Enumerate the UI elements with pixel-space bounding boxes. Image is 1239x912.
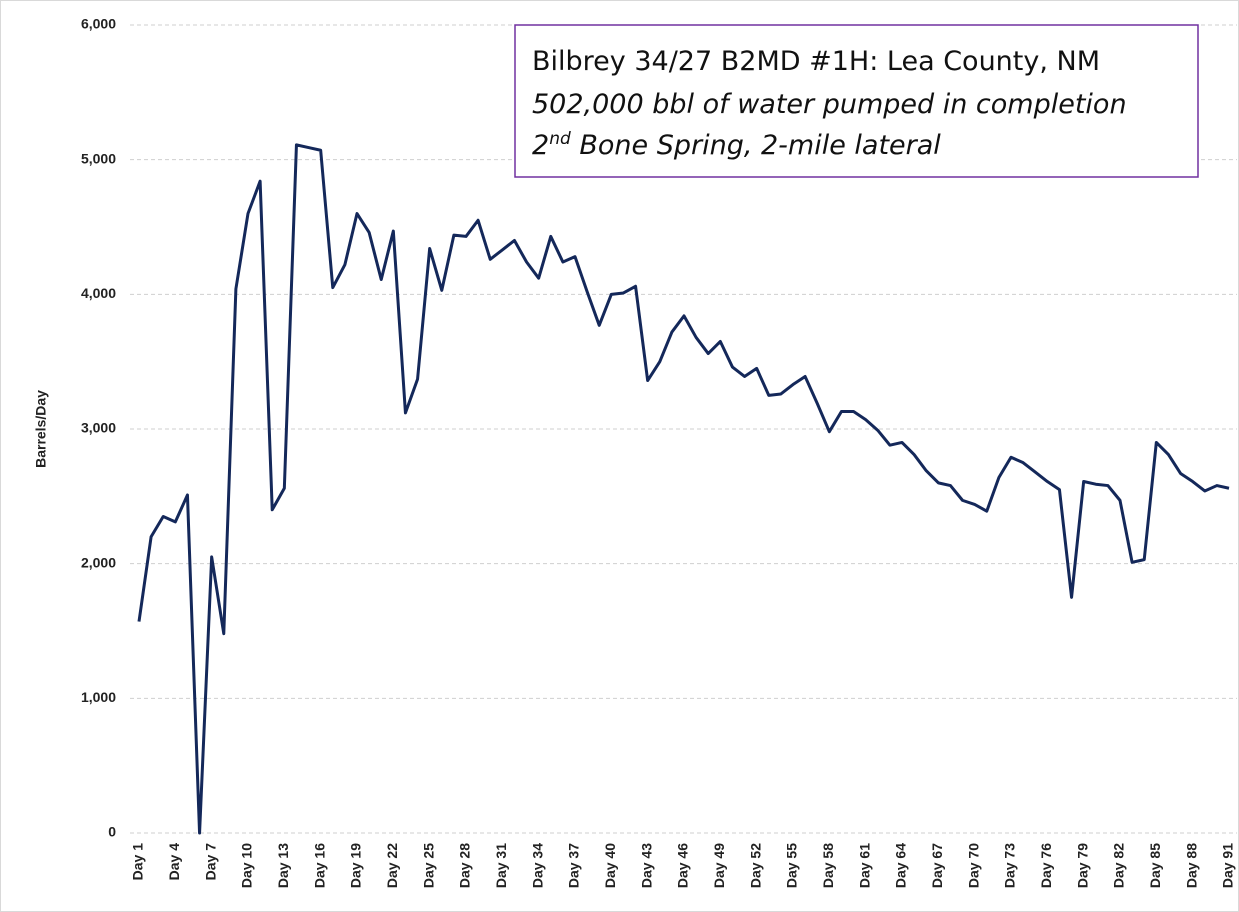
x-tick-label: Day 28	[457, 843, 473, 888]
y-tick-label: 6,000	[81, 16, 116, 32]
y-axis-label: Barrels/Day	[33, 390, 49, 468]
y-tick-label: 2,000	[81, 554, 116, 570]
x-tick-label: Day 40	[602, 843, 618, 888]
annotation-line: Bilbrey 34/27 B2MD #1H: Lea County, NM	[532, 46, 1100, 77]
x-tick-label: Day 61	[856, 843, 872, 888]
y-tick-label: 1,000	[81, 689, 116, 705]
x-tick-label: Day 34	[529, 843, 545, 888]
x-tick-label: Day 1	[130, 843, 146, 881]
x-tick-label: Day 25	[420, 843, 436, 888]
x-tick-label: Day 88	[1183, 843, 1199, 888]
x-tick-label: Day 10	[239, 843, 255, 888]
x-tick-label: Day 79	[1074, 843, 1090, 888]
x-tick-label: Day 13	[275, 843, 291, 888]
data-line	[137, 143, 1230, 835]
x-tick-label: Day 37	[566, 843, 582, 888]
x-tick-label: Day 64	[893, 843, 909, 888]
x-tick-label: Day 91	[1220, 843, 1236, 888]
x-tick-label: Day 76	[1038, 843, 1054, 888]
y-tick-label: 3,000	[81, 420, 116, 436]
x-tick-label: Day 19	[348, 843, 364, 888]
x-tick-label: Day 46	[675, 843, 691, 888]
y-tick-label: 4,000	[81, 285, 116, 301]
x-tick-label: Day 22	[384, 843, 400, 888]
x-tick-label: Day 67	[929, 843, 945, 888]
annotation-box	[514, 24, 1199, 178]
annotation-line: 2nd Bone Spring, 2-mile lateral	[532, 129, 941, 161]
x-tick-label: Day 52	[747, 843, 763, 888]
x-tick-label: Day 73	[1002, 843, 1018, 888]
x-tick-label: Day 49	[711, 843, 727, 888]
annotation-line: 502,000 bbl of water pumped in completio…	[532, 89, 1127, 120]
annotation-text: 2	[532, 130, 549, 161]
x-tick-label: Day 4	[166, 843, 182, 881]
y-tick-label: 0	[108, 824, 116, 840]
x-tick-label: Day 82	[1111, 843, 1127, 888]
x-tick-label: Day 55	[784, 843, 800, 888]
x-tick-label: Day 58	[820, 843, 836, 888]
y-tick-label: 5,000	[81, 150, 116, 166]
x-tick-label: Day 70	[965, 843, 981, 888]
x-tick-label: Day 7	[202, 843, 218, 881]
x-tick-label: Day 85	[1147, 843, 1163, 888]
annotation-superscript: nd	[549, 129, 571, 149]
x-tick-label: Day 31	[493, 843, 509, 888]
annotation-text: Bone Spring, 2-mile lateral	[571, 130, 942, 161]
x-tick-label: Day 43	[638, 843, 654, 888]
x-tick-label: Day 16	[311, 843, 327, 888]
